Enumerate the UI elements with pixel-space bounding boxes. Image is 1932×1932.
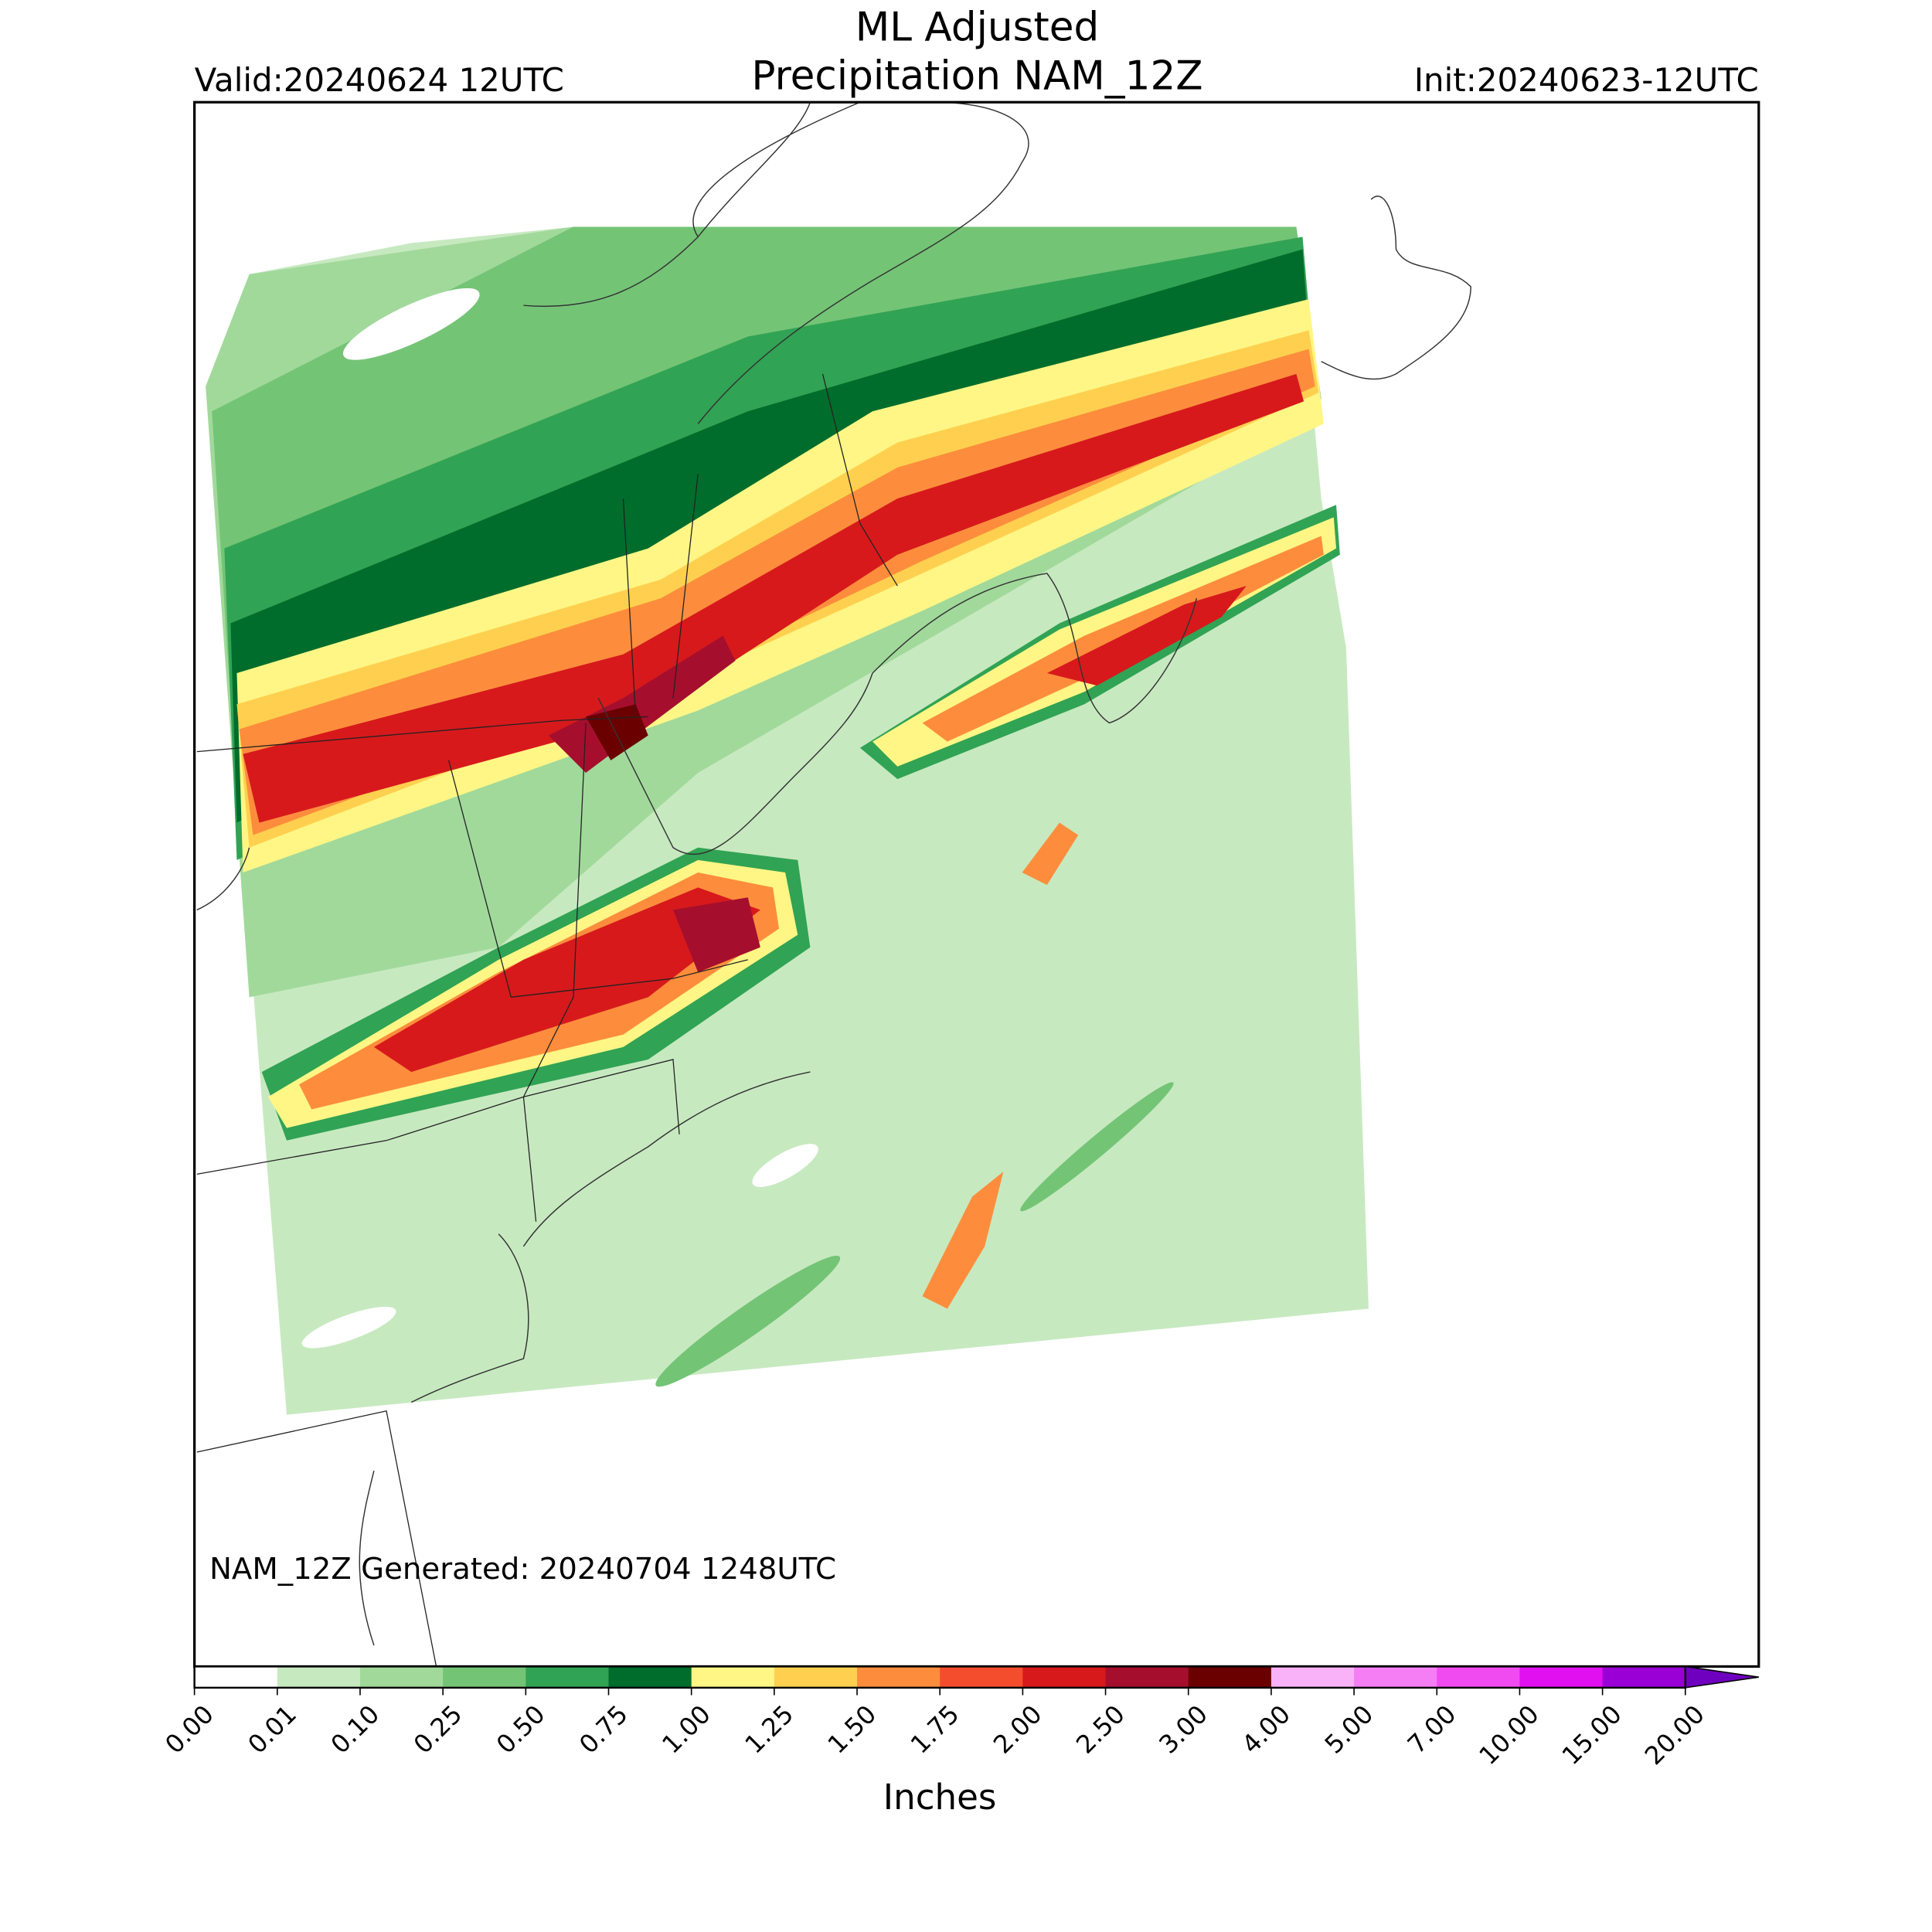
colorbar-outline bbox=[193, 1665, 1687, 1689]
colorbar-segment bbox=[857, 1666, 941, 1688]
colorbar-segment bbox=[774, 1666, 858, 1688]
colorbar-segment bbox=[1354, 1666, 1438, 1688]
colorbar-segment bbox=[1519, 1666, 1604, 1688]
colorbar-segment bbox=[1022, 1666, 1107, 1688]
valid-time: Valid:20240624 12UTC bbox=[195, 61, 564, 99]
colorbar-segment bbox=[940, 1666, 1024, 1688]
precip-field bbox=[206, 226, 1369, 1415]
colorbar-label: Inches bbox=[883, 1777, 997, 1818]
colorbar-segment bbox=[526, 1666, 610, 1688]
colorbar-segment bbox=[194, 1666, 278, 1688]
colorbar-segment bbox=[277, 1666, 361, 1688]
colorbar-segment bbox=[1188, 1666, 1272, 1688]
colorbar-segment bbox=[1270, 1666, 1355, 1688]
colorbar-segment bbox=[608, 1666, 692, 1688]
colorbar-segment bbox=[443, 1666, 527, 1688]
colorbar-segment bbox=[691, 1666, 775, 1688]
title-line: Precipitation NAM_12Z bbox=[751, 53, 1202, 100]
colorbar-segment bbox=[359, 1666, 444, 1688]
colorbar-segment bbox=[1602, 1666, 1686, 1688]
colorbar-segment bbox=[1105, 1666, 1189, 1688]
generated-note: NAM_12Z Generated: 20240704 1248UTC bbox=[209, 1552, 836, 1587]
colorbar-segment bbox=[1437, 1666, 1521, 1688]
title-line: ML Adjusted bbox=[855, 5, 1100, 51]
init-time: Init:20240623-12UTC bbox=[1414, 61, 1759, 99]
boundaries bbox=[196, 101, 1471, 1667]
